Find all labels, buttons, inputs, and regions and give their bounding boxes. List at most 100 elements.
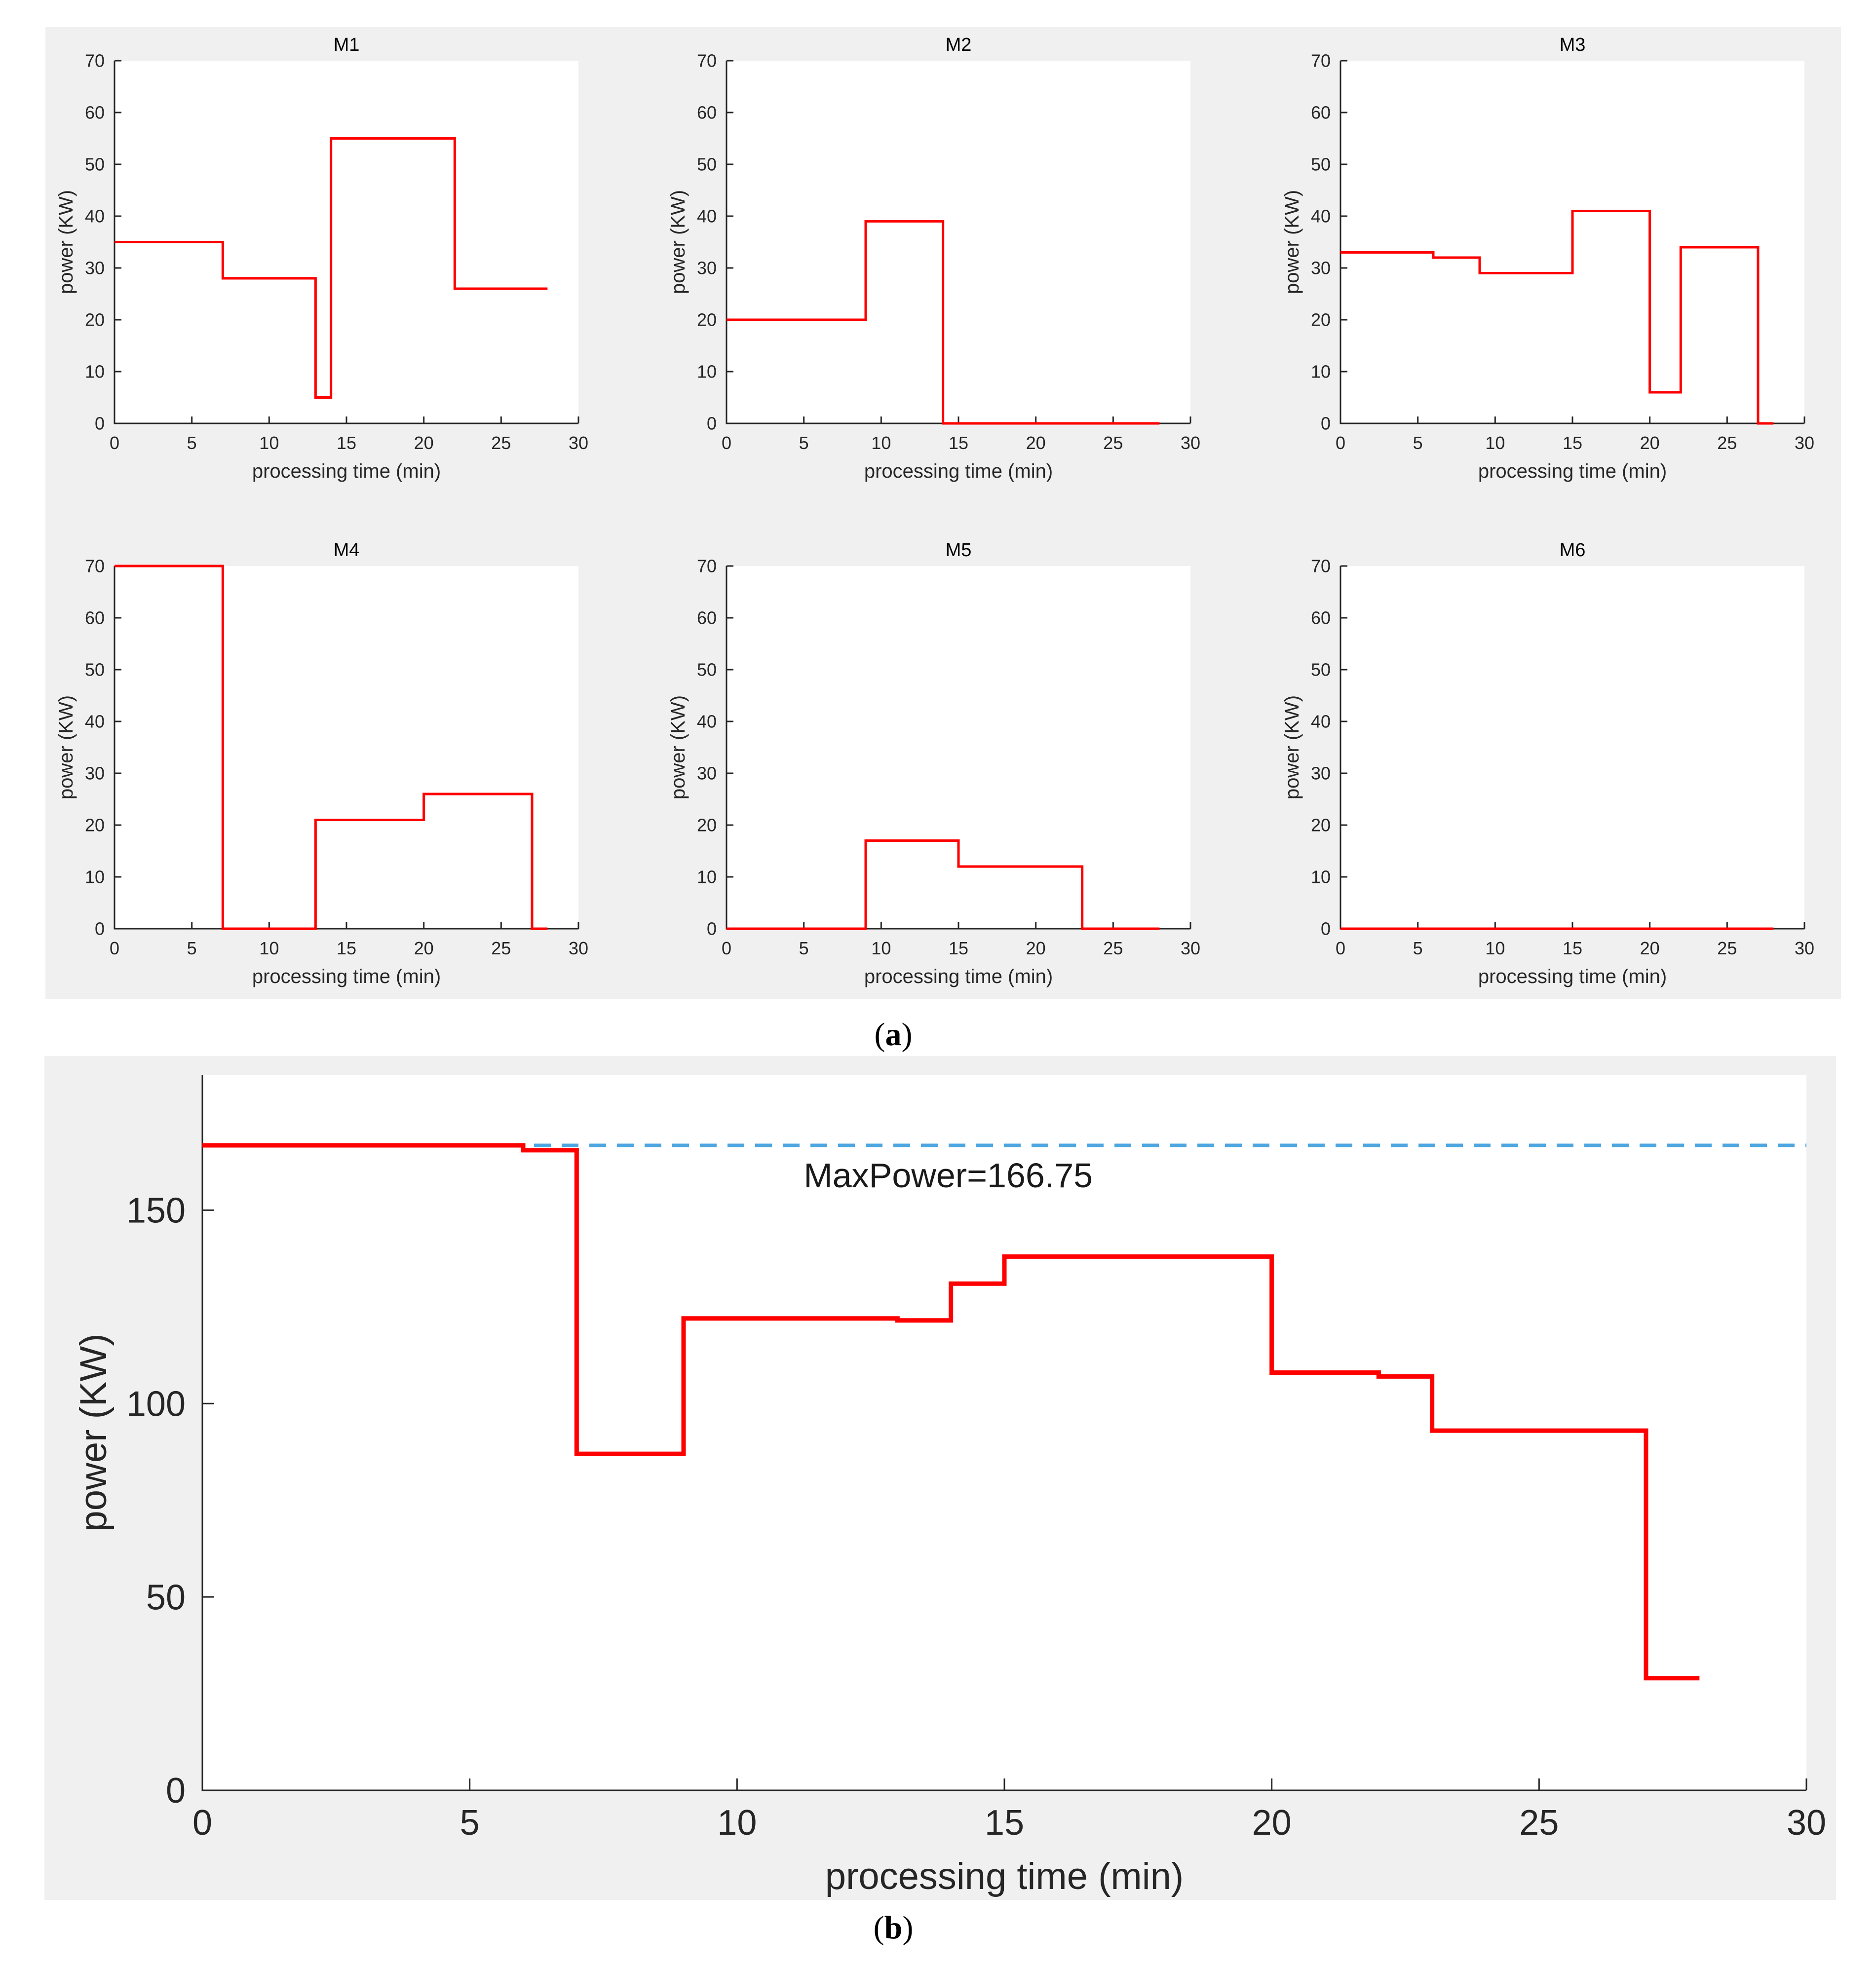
x-tick-label: 10 [259,433,279,453]
x-tick-label: 25 [1103,938,1123,958]
y-tick-label: 20 [1311,815,1331,835]
x-tick-label: 5 [1413,433,1423,453]
y-tick-label: 50 [1311,154,1331,175]
y-tick-label: 40 [1311,206,1331,227]
chart-title: M3 [1560,35,1586,55]
y-tick-label: 20 [1311,310,1331,330]
x-tick-label: 20 [414,938,434,958]
y-axis-label: power (KW) [1281,190,1303,294]
caption-a-open: ( [875,1017,885,1053]
x-tick-label: 30 [569,433,588,453]
y-tick-label: 20 [697,815,717,835]
y-axis-label: power (KW) [55,190,77,294]
chart-title: M1 [334,35,360,55]
caption-a-close: ) [902,1017,913,1053]
y-tick-label: 10 [697,867,717,887]
x-tick-label: 30 [1795,433,1814,453]
y-axis-label: power (KW) [55,695,77,799]
x-tick-label: 0 [1336,938,1345,958]
y-tick-label: 0 [707,414,717,434]
series-line-M3 [1340,210,1774,425]
y-tick-label: 10 [1311,362,1331,382]
x-tick-label: 15 [949,433,968,453]
x-tick-label: 20 [1026,938,1046,958]
y-tick-label: 70 [697,51,717,71]
y-tick-label: 50 [697,660,717,680]
y-tick-label: 20 [85,815,105,835]
x-tick-label: 20 [1640,433,1660,453]
x-tick-label: 15 [1563,433,1582,453]
x-tick-label: 30 [569,938,588,958]
y-tick-label: 50 [146,1578,186,1617]
y-tick-label: 60 [697,608,717,628]
y-tick-label: 20 [85,310,105,330]
chart-total: 0 5 10 15 20 25 30 0 50 100 150 processing time (mi… [73,1075,1826,1897]
y-tick-label: 40 [697,206,717,227]
y-tick-label: 10 [1311,867,1331,887]
y-axis-label: power (KW) [667,695,689,799]
chart-title: M6 [1560,540,1586,561]
x-axis-label: processing time (min) [1478,966,1667,987]
x-axis-label: processing time (min) [864,460,1053,482]
plot-area [115,566,578,929]
x-axis-label: processing time (min) [252,966,441,987]
y-tick-label: 20 [697,310,717,330]
y-tick-label: 0 [1321,414,1331,434]
y-tick-label: 30 [1311,258,1331,278]
chart-M3: 0 5 10 15 20 25 30 0 10 20 30 40 50 60 70 M3 processing … [1281,35,1814,482]
chart-M6: 0 5 10 15 20 25 30 0 10 20 30 40 50 60 70 M6 processing … [1281,540,1814,987]
x-tick-label: 20 [1026,433,1046,453]
chart-M1: 0 5 10 15 20 25 30 0 10 20 30 40 50 60 70 M1 processing … [55,35,588,482]
y-axis-label: power (KW) [73,1333,115,1531]
y-tick-label: 150 [126,1191,186,1231]
x-tick-label: 30 [1795,938,1814,958]
x-tick-label: 30 [1181,938,1200,958]
x-tick-label: 10 [871,433,891,453]
x-tick-label: 10 [259,938,279,958]
y-tick-label: 50 [85,154,105,175]
x-axis-label: processing time (min) [864,966,1053,987]
x-tick-label: 5 [1413,938,1423,958]
chart-title: M4 [334,540,360,561]
y-tick-label: 40 [1311,712,1331,732]
x-tick-label: 25 [491,433,511,453]
y-tick-label: 60 [85,608,105,628]
y-tick-label: 0 [95,414,105,434]
y-axis-label: power (KW) [667,190,689,294]
y-tick-label: 0 [707,919,717,939]
x-tick-label: 0 [722,938,731,958]
series-line-M2 [727,220,1160,425]
series-line-M4 [115,565,548,930]
x-tick-label: 20 [414,433,434,453]
x-axis-label: processing time (min) [252,460,441,482]
x-tick-label: 0 [722,433,731,453]
x-tick-label: 20 [1252,1803,1292,1843]
x-tick-label: 30 [1181,433,1200,453]
y-tick-label: 70 [1311,51,1331,71]
y-tick-label: 50 [85,660,105,680]
subplot-grid: 0 5 10 15 20 25 30010203040506070M1processing … [55,35,1814,987]
x-tick-label: 0 [192,1803,212,1843]
chart-M5: 0 5 10 15 20 25 30 0 10 20 30 40 50 60 70 M5 processing … [667,540,1200,987]
x-tick-label: 25 [1717,938,1737,958]
y-tick-label: 30 [85,258,105,278]
y-tick-label: 30 [1311,763,1331,784]
y-tick-label: 30 [697,258,717,278]
chart-M2: 0 5 10 15 20 25 30 0 10 20 30 40 50 60 70 M2 processing … [667,35,1200,482]
y-tick-label: 70 [697,556,717,576]
y-tick-label: 50 [1311,660,1331,680]
x-tick-label: 20 [1640,938,1660,958]
series-line-total [202,1143,1700,1681]
x-tick-label: 0 [1336,433,1345,453]
x-axis-label: processing time (min) [825,1855,1184,1897]
x-tick-label: 5 [187,938,197,958]
y-tick-label: 50 [697,154,717,175]
x-tick-label: 10 [871,938,891,958]
y-tick-label: 70 [1311,556,1331,576]
caption-b: (b) [874,1910,914,1946]
x-axis-label: processing time (min) [1478,460,1667,482]
y-tick-label: 0 [166,1771,186,1811]
caption-a: (a) [875,1017,913,1053]
y-tick-label: 10 [85,867,105,887]
caption-a-letter: a [885,1017,902,1053]
